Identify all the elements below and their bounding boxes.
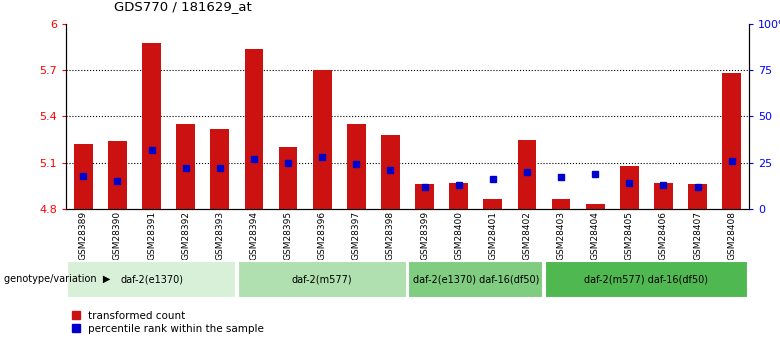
- Bar: [449, 183, 468, 209]
- Text: GSM28392: GSM28392: [181, 211, 190, 260]
- Text: GSM28399: GSM28399: [420, 211, 429, 260]
- Bar: [654, 183, 673, 209]
- Text: GSM28397: GSM28397: [352, 211, 361, 260]
- Text: GSM28407: GSM28407: [693, 211, 702, 260]
- Bar: [313, 70, 332, 209]
- Bar: [176, 124, 195, 209]
- Bar: [620, 166, 639, 209]
- Text: GSM28390: GSM28390: [113, 211, 122, 260]
- Text: daf-2(m577): daf-2(m577): [292, 275, 353, 284]
- Bar: [544, 261, 748, 298]
- Text: GSM28393: GSM28393: [215, 211, 225, 260]
- Bar: [551, 199, 570, 209]
- Text: GSM28401: GSM28401: [488, 211, 498, 260]
- Bar: [408, 261, 544, 298]
- Bar: [586, 204, 604, 209]
- Text: daf-2(e1370): daf-2(e1370): [120, 275, 183, 284]
- Bar: [238, 261, 407, 298]
- Bar: [67, 261, 236, 298]
- Bar: [347, 124, 366, 209]
- Text: GSM28408: GSM28408: [727, 211, 736, 260]
- Bar: [415, 184, 434, 209]
- Text: GSM28391: GSM28391: [147, 211, 156, 260]
- Legend: transformed count, percentile rank within the sample: transformed count, percentile rank withi…: [72, 310, 264, 334]
- Text: GSM28405: GSM28405: [625, 211, 634, 260]
- Text: GSM28389: GSM28389: [79, 211, 88, 260]
- Bar: [278, 147, 297, 209]
- Bar: [722, 73, 741, 209]
- Text: GSM28400: GSM28400: [454, 211, 463, 260]
- Bar: [518, 139, 537, 209]
- Text: GSM28398: GSM28398: [386, 211, 395, 260]
- Text: GSM28404: GSM28404: [590, 211, 600, 260]
- Bar: [381, 135, 400, 209]
- Text: GDS770 / 181629_at: GDS770 / 181629_at: [115, 0, 252, 13]
- Text: GSM28396: GSM28396: [317, 211, 327, 260]
- Bar: [74, 144, 93, 209]
- Text: GSM28394: GSM28394: [250, 211, 258, 260]
- Bar: [211, 129, 229, 209]
- Text: daf-2(e1370) daf-16(df50): daf-2(e1370) daf-16(df50): [413, 275, 539, 284]
- Bar: [108, 141, 127, 209]
- Text: daf-2(m577) daf-16(df50): daf-2(m577) daf-16(df50): [584, 275, 708, 284]
- Bar: [688, 184, 707, 209]
- Text: GSM28402: GSM28402: [523, 211, 531, 260]
- Bar: [484, 199, 502, 209]
- Text: GSM28403: GSM28403: [557, 211, 566, 260]
- Bar: [142, 43, 161, 209]
- Bar: [245, 49, 264, 209]
- Text: genotype/variation  ▶: genotype/variation ▶: [4, 275, 110, 284]
- Text: GSM28406: GSM28406: [659, 211, 668, 260]
- Text: GSM28395: GSM28395: [284, 211, 292, 260]
